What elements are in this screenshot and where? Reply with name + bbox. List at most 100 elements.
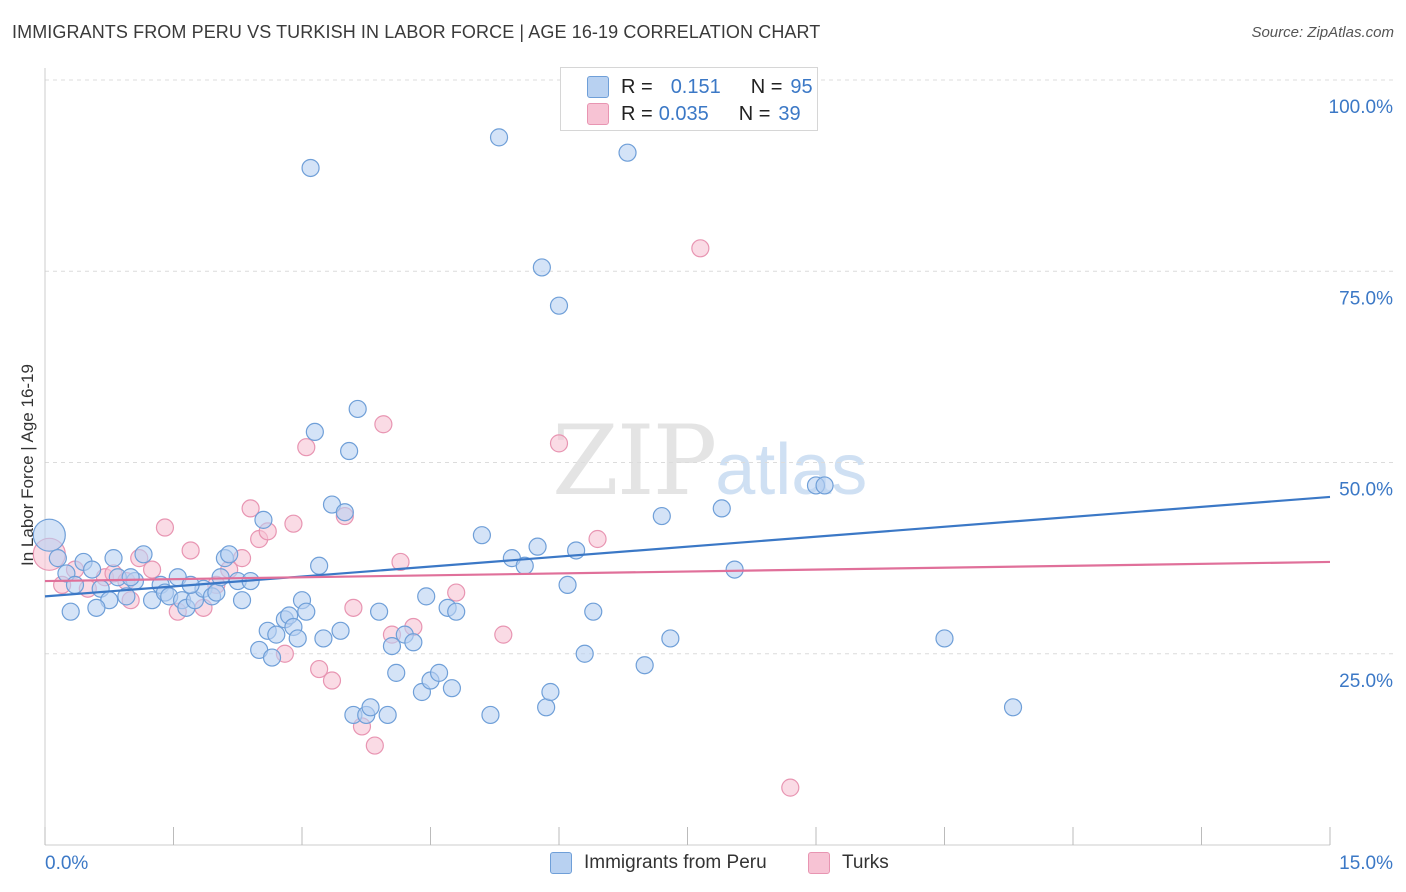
legend-item-turks: Turks	[808, 852, 889, 874]
source-label: Source: ZipAtlas.com	[1251, 24, 1394, 41]
data-point-peru	[348, 399, 367, 419]
data-point-peru	[61, 602, 80, 621]
data-point-peru	[32, 518, 66, 552]
data-point-peru	[725, 560, 744, 579]
data-point-peru	[121, 568, 140, 587]
watermark-zip: ZIP	[552, 405, 717, 517]
data-point-turks	[241, 499, 260, 518]
data-point-turks	[494, 625, 513, 644]
chart-title: IMMIGRANTS FROM PERU VS TURKISH IN LABOR…	[12, 22, 821, 42]
data-point-peru	[65, 575, 85, 595]
data-point-peru	[537, 698, 556, 717]
trend-line-peru	[44, 495, 1331, 598]
legend-swatch-peru	[587, 76, 609, 98]
data-point-peru	[117, 587, 136, 606]
data-point-turks	[155, 518, 175, 537]
data-point-peru	[815, 476, 834, 495]
series-legend: Immigrants from Peru Turks	[0, 852, 1406, 876]
data-point-turks	[691, 239, 710, 258]
data-point-turks	[374, 415, 393, 434]
correlation-legend: R = 0.151 N = 95 R = 0.035 N = 39	[560, 67, 818, 131]
data-point-peru	[489, 128, 509, 147]
legend-swatch-turks	[808, 852, 830, 874]
data-point-peru	[314, 629, 333, 648]
data-point-peru	[387, 663, 406, 682]
data-point-peru	[288, 629, 307, 648]
data-point-peru	[207, 583, 226, 602]
data-point-peru	[472, 526, 491, 545]
data-point-peru	[549, 296, 569, 315]
legend-n-value: 39	[778, 102, 801, 125]
data-point-turks	[549, 434, 569, 453]
data-point-peru	[404, 633, 423, 652]
data-point-peru	[635, 656, 654, 675]
y-tick-label: 50.0%	[1339, 480, 1393, 501]
data-point-turks	[310, 659, 329, 679]
legend-row-peru: R = 0.151 N = 95	[587, 74, 813, 100]
data-point-turks	[297, 438, 316, 457]
data-point-peru	[382, 636, 402, 656]
data-point-peru	[532, 258, 551, 277]
data-point-peru	[331, 621, 350, 640]
data-point-peru	[297, 602, 316, 621]
data-point-peru	[48, 549, 67, 568]
data-point-turks	[781, 778, 800, 797]
watermark-atlas: atlas	[715, 430, 868, 510]
data-point-peru	[305, 422, 324, 441]
legend-r-label: R =	[621, 75, 653, 98]
x-tick-label: 0.0%	[45, 853, 88, 874]
data-point-peru	[370, 602, 389, 621]
legend-r-value: 0.151	[670, 75, 721, 98]
data-point-peru	[652, 506, 671, 526]
data-point-turks	[344, 598, 363, 617]
data-point-peru	[254, 510, 273, 529]
legend-r-label: R =	[621, 102, 653, 125]
data-point-peru	[134, 545, 153, 564]
data-point-peru	[301, 158, 320, 178]
data-point-peru	[481, 705, 500, 725]
data-point-turks	[322, 671, 342, 690]
legend-n-label: N =	[750, 75, 783, 98]
legend-r-value: 0.035	[658, 102, 709, 125]
data-point-peru	[1003, 698, 1023, 717]
legend-swatch-peru	[550, 852, 572, 874]
data-point-turks	[181, 541, 200, 560]
legend-n-value: 95	[790, 75, 813, 98]
trend-line-turks	[44, 560, 1331, 583]
y-tick-label: 75.0%	[1339, 288, 1393, 309]
y-tick-label: 25.0%	[1339, 671, 1393, 692]
watermark: ZIPatlas	[552, 405, 867, 517]
data-point-peru	[935, 629, 954, 648]
data-point-peru	[220, 545, 239, 564]
data-point-peru	[429, 663, 449, 682]
y-tick-label: 100.0%	[1329, 97, 1394, 118]
legend-n-label: N =	[738, 102, 771, 125]
data-point-peru	[378, 705, 397, 725]
legend-swatch-turks	[587, 103, 609, 125]
y-axis-label: In Labor Force | Age 16-19	[18, 364, 37, 566]
data-point-turks	[391, 552, 410, 572]
data-point-peru	[267, 625, 286, 644]
data-point-peru	[335, 503, 354, 522]
data-point-peru	[232, 591, 252, 610]
data-point-turks	[142, 560, 162, 579]
data-point-peru	[310, 556, 329, 575]
x-tick-label: 15.0%	[1339, 853, 1393, 874]
data-point-peru	[528, 537, 547, 556]
data-point-peru	[447, 602, 466, 621]
data-point-peru	[618, 143, 637, 162]
data-point-peru	[83, 560, 102, 579]
data-point-turks	[284, 514, 303, 533]
data-point-peru	[584, 602, 603, 621]
data-point-peru	[262, 648, 282, 667]
data-point-peru	[541, 682, 560, 702]
legend-label-peru: Immigrants from Peru	[584, 852, 767, 873]
data-point-peru	[661, 629, 680, 648]
legend-item-peru: Immigrants from Peru	[550, 852, 767, 874]
data-point-turks	[365, 736, 384, 755]
data-point-peru	[361, 698, 380, 717]
legend-row-turks: R = 0.035 N = 39	[587, 101, 801, 127]
data-point-peru	[712, 499, 731, 518]
data-point-peru	[417, 587, 436, 606]
